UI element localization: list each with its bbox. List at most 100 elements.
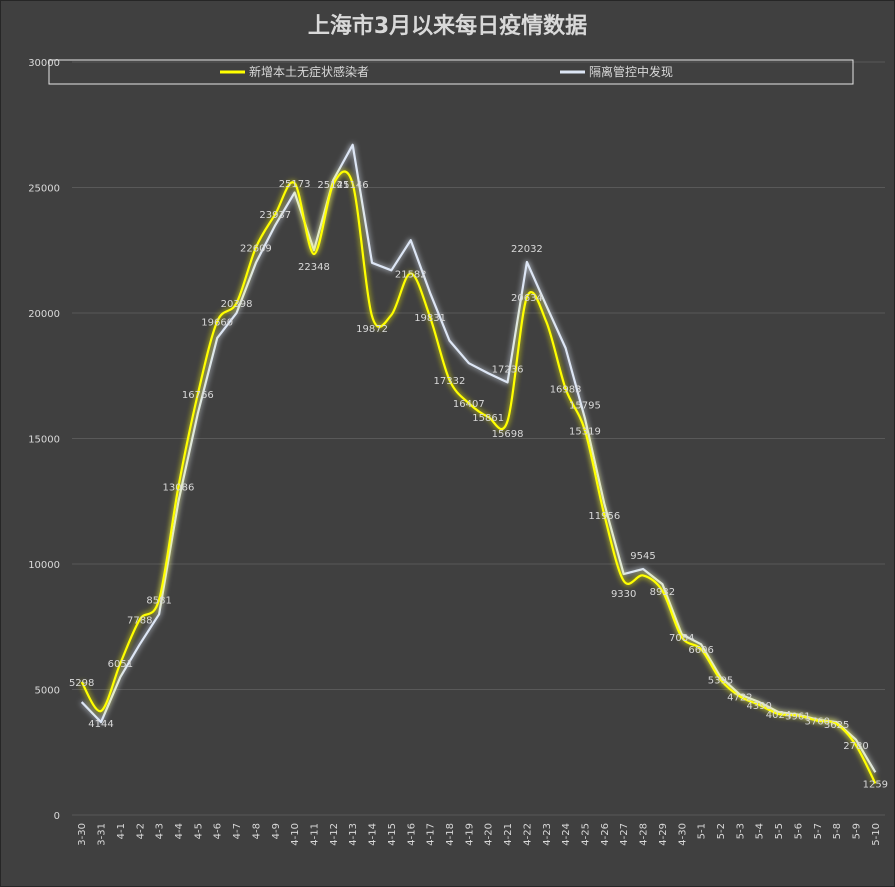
x-tick-label: 5-9 bbox=[851, 823, 862, 839]
data-label: 3961 bbox=[785, 712, 810, 723]
data-label: 7084 bbox=[669, 633, 694, 644]
x-tick-label: 4-5 bbox=[193, 823, 204, 839]
x-tick-label: 4-23 bbox=[542, 823, 553, 846]
y-tick-label: 0 bbox=[54, 811, 60, 822]
x-tick-label: 4-9 bbox=[271, 823, 282, 839]
x-tick-label: 4-18 bbox=[445, 823, 456, 846]
data-label: 17236 bbox=[492, 364, 524, 375]
x-tick-label: 3-31 bbox=[97, 823, 108, 846]
x-tick-label: 4-7 bbox=[232, 823, 243, 839]
data-label: 23937 bbox=[259, 210, 291, 221]
x-tick-label: 4-2 bbox=[135, 823, 146, 839]
y-tick-label: 30000 bbox=[28, 58, 60, 69]
legend-box bbox=[48, 59, 854, 85]
data-label: 9330 bbox=[611, 589, 636, 600]
data-label: 7788 bbox=[127, 616, 152, 627]
x-tick-label: 4-15 bbox=[387, 823, 398, 846]
data-label: 5298 bbox=[69, 678, 94, 689]
data-label: 3760 bbox=[805, 717, 830, 728]
gridlines bbox=[72, 61, 885, 816]
series-line-1 bbox=[80, 170, 877, 784]
data-label: 16766 bbox=[182, 390, 214, 401]
data-label: 19660 bbox=[201, 318, 233, 329]
data-label: 16407 bbox=[453, 399, 485, 410]
data-label: 4024 bbox=[766, 710, 791, 721]
y-tick-label: 20000 bbox=[28, 309, 60, 320]
data-label: 3625 bbox=[824, 720, 849, 731]
data-label: 8581 bbox=[146, 596, 171, 607]
data-label: 8932 bbox=[650, 587, 675, 598]
x-tick-label: 4-8 bbox=[251, 823, 262, 839]
x-tick-label: 4-30 bbox=[677, 823, 688, 846]
series-lines bbox=[80, 143, 877, 784]
data-label: 20634 bbox=[511, 293, 543, 304]
y-tick-label: 5000 bbox=[35, 686, 60, 697]
data-label: 19831 bbox=[414, 313, 446, 324]
x-tick-label: 4-10 bbox=[290, 823, 301, 846]
legend: 新增本土无症状感染者 隔离管控中发现 bbox=[48, 59, 854, 85]
y-tick-label: 25000 bbox=[28, 184, 60, 195]
data-label: 4390 bbox=[746, 701, 771, 712]
x-tick-label: 4-11 bbox=[309, 823, 320, 846]
x-tick-label: 5-5 bbox=[774, 823, 785, 839]
x-tick-label: 4-20 bbox=[484, 823, 495, 846]
data-label: 4722 bbox=[727, 692, 752, 703]
x-axis-ticks: 3-30 3-31 4-1 4-2 4-3 4-4 4-5 4-6 4-7 4-8 4-9 4-10 4… bbox=[77, 823, 882, 846]
x-tick-label: 4-26 bbox=[600, 823, 611, 846]
legend-label-series-2: 隔离管控中发现 bbox=[589, 64, 673, 79]
y-axis-ticks: 0 5000 10000 15000 20000 25000 30000 bbox=[28, 58, 60, 822]
data-label: 16983 bbox=[550, 385, 582, 396]
data-label: 22348 bbox=[298, 262, 330, 273]
data-label: 6051 bbox=[108, 659, 133, 670]
x-tick-label: 4-3 bbox=[155, 823, 166, 839]
data-label: 15861 bbox=[472, 413, 504, 424]
x-tick-label: 4-24 bbox=[561, 823, 572, 846]
x-tick-label: 5-2 bbox=[716, 823, 727, 839]
x-tick-label: 4-22 bbox=[522, 823, 533, 846]
x-tick-label: 5-8 bbox=[832, 823, 843, 839]
x-tick-label: 4-25 bbox=[580, 823, 591, 846]
data-label: 25146 bbox=[337, 180, 369, 191]
x-tick-label: 4-21 bbox=[503, 823, 514, 846]
chart-title: 上海市3月以来每日疫情数据 bbox=[307, 14, 588, 39]
x-tick-label: 4-16 bbox=[406, 823, 417, 846]
data-label: 1259 bbox=[863, 779, 888, 790]
data-label: 20398 bbox=[221, 299, 253, 310]
data-label: 22609 bbox=[240, 244, 272, 255]
x-tick-label: 4-27 bbox=[619, 823, 630, 846]
x-tick-label: 5-4 bbox=[755, 823, 766, 839]
x-tick-label: 4-1 bbox=[116, 823, 127, 839]
x-tick-label: 5-7 bbox=[813, 823, 824, 839]
data-label: 15795 bbox=[569, 401, 601, 412]
data-label: 15319 bbox=[569, 426, 601, 437]
y-tick-label: 15000 bbox=[28, 435, 60, 446]
data-label: 17332 bbox=[434, 376, 466, 387]
x-tick-label: 3-30 bbox=[77, 823, 88, 846]
data-label: 11956 bbox=[588, 511, 620, 522]
x-tick-label: 5-3 bbox=[735, 823, 746, 839]
data-label: 6606 bbox=[688, 645, 713, 656]
data-label: 22032 bbox=[511, 244, 543, 255]
data-label: 25173 bbox=[279, 179, 311, 190]
x-tick-label: 5-10 bbox=[871, 823, 882, 846]
data-label: 4144 bbox=[88, 719, 113, 730]
x-tick-label: 4-19 bbox=[464, 823, 475, 846]
data-labels: 5298 4144 6051 7788 8581 13086 16766 19660 20398… bbox=[69, 179, 888, 790]
x-tick-label: 5-6 bbox=[793, 823, 804, 839]
legend-label-series-1: 新增本土无症状感染者 bbox=[249, 64, 369, 79]
data-label: 2780 bbox=[843, 741, 868, 752]
series-line-2 bbox=[80, 143, 877, 773]
x-tick-label: 5-1 bbox=[697, 823, 708, 839]
data-label: 21582 bbox=[395, 269, 427, 280]
x-tick-label: 4-29 bbox=[658, 823, 669, 846]
x-tick-label: 4-14 bbox=[368, 823, 379, 846]
x-tick-label: 4-12 bbox=[329, 823, 340, 846]
x-tick-label: 4-4 bbox=[174, 823, 185, 839]
data-label: 9545 bbox=[630, 551, 655, 562]
x-tick-label: 4-17 bbox=[426, 823, 437, 846]
x-tick-label: 4-6 bbox=[213, 823, 224, 839]
data-label: 19872 bbox=[356, 324, 388, 335]
x-tick-label: 4-13 bbox=[348, 823, 359, 846]
